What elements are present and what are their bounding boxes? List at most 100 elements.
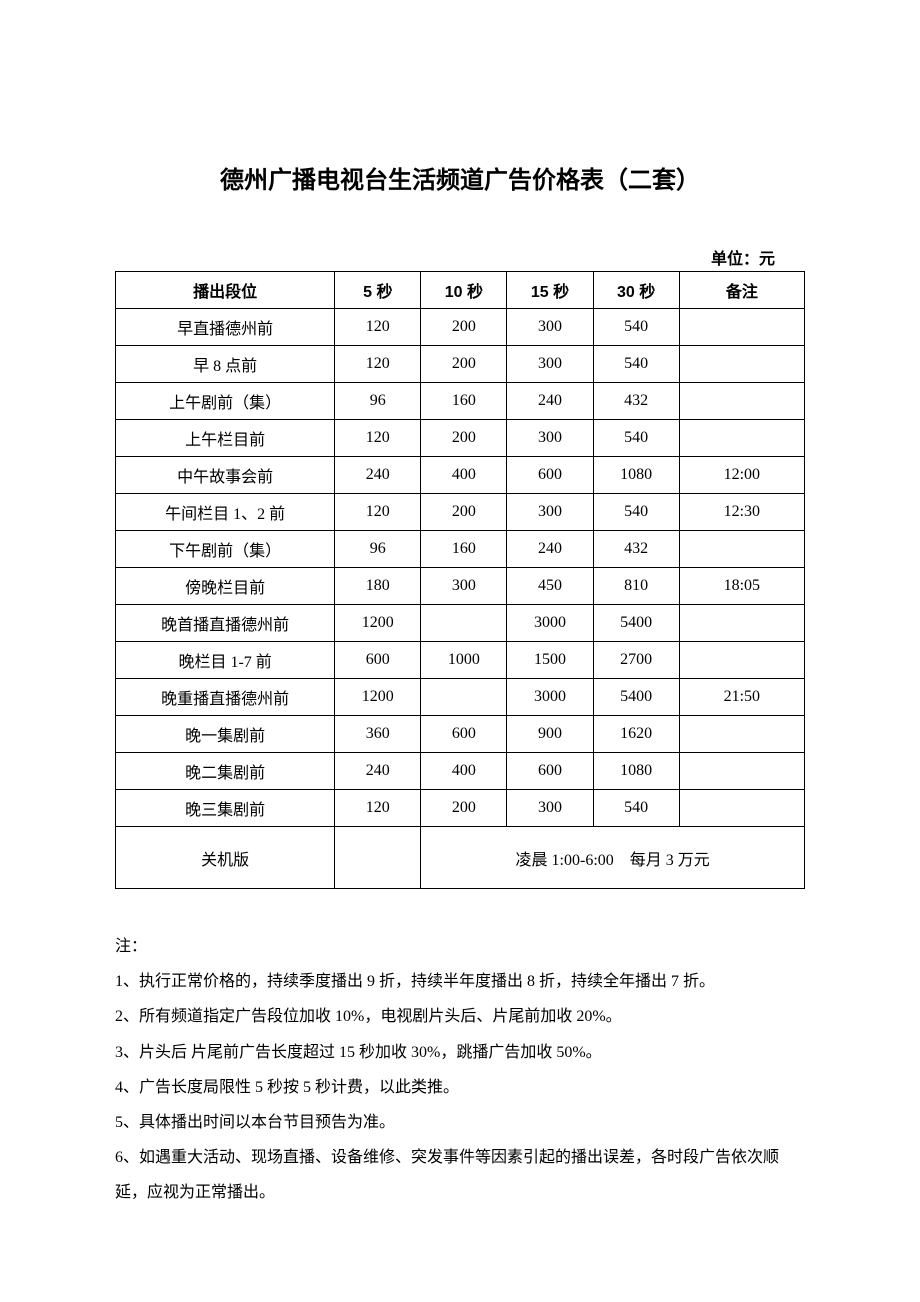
table-cell: 晚首播直播德州前 — [116, 605, 335, 642]
table-cell-merged: 凌晨 1:00-6:00 每月 3 万元 — [421, 827, 805, 889]
table-cell: 600 — [421, 716, 507, 753]
table-cell: 810 — [593, 568, 679, 605]
table-cell: 3000 — [507, 605, 593, 642]
table-cell: 1080 — [593, 457, 679, 494]
table-row: 晚首播直播德州前120030005400 — [116, 605, 805, 642]
table-cell: 晚栏目 1-7 前 — [116, 642, 335, 679]
note-item: 3、片头后 片尾前广告长度超过 15 秒加收 30%，跳播广告加收 50%。 — [115, 1035, 805, 1070]
table-cell: 1200 — [335, 605, 421, 642]
table-row: 中午故事会前240400600108012:00 — [116, 457, 805, 494]
table-cell: 下午剧前（集） — [116, 531, 335, 568]
table-cell: 120 — [335, 346, 421, 383]
table-cell: 21:50 — [679, 679, 804, 716]
unit-label: 单位：元 — [115, 245, 805, 269]
table-cell: 160 — [421, 531, 507, 568]
table-row: 晚重播直播德州前12003000540021:50 — [116, 679, 805, 716]
table-cell: 300 — [421, 568, 507, 605]
table-cell — [679, 790, 804, 827]
table-cell: 200 — [421, 494, 507, 531]
note-item: 4、广告长度局限性 5 秒按 5 秒计费，以此类推。 — [115, 1070, 805, 1105]
table-cell: 120 — [335, 309, 421, 346]
table-cell: 2700 — [593, 642, 679, 679]
table-cell: 300 — [507, 790, 593, 827]
table-row: 早直播德州前120200300540 — [116, 309, 805, 346]
table-cell: 200 — [421, 346, 507, 383]
col-header: 30 秒 — [593, 272, 679, 309]
table-cell: 96 — [335, 531, 421, 568]
table-cell: 120 — [335, 790, 421, 827]
page-title: 德州广播电视台生活频道广告价格表（二套） — [115, 160, 805, 195]
table-cell — [679, 642, 804, 679]
table-cell: 中午故事会前 — [116, 457, 335, 494]
table-cell: 600 — [507, 457, 593, 494]
table-cell: 12:00 — [679, 457, 804, 494]
table-cell: 上午栏目前 — [116, 420, 335, 457]
table-cell: 120 — [335, 420, 421, 457]
table-cell: 600 — [335, 642, 421, 679]
col-header: 10 秒 — [421, 272, 507, 309]
table-cell — [335, 827, 421, 889]
table-cell: 12:30 — [679, 494, 804, 531]
table-cell — [679, 383, 804, 420]
table-cell: 96 — [335, 383, 421, 420]
table-cell: 180 — [335, 568, 421, 605]
table-cell: 240 — [507, 531, 593, 568]
table-cell — [679, 420, 804, 457]
table-cell — [679, 346, 804, 383]
table-row: 晚二集剧前2404006001080 — [116, 753, 805, 790]
table-cell: 5400 — [593, 679, 679, 716]
table-cell: 300 — [507, 494, 593, 531]
table-cell: 240 — [507, 383, 593, 420]
note-item: 1、执行正常价格的，持续季度播出 9 折，持续半年度播出 8 折，持续全年播出 … — [115, 964, 805, 999]
table-cell: 晚重播直播德州前 — [116, 679, 335, 716]
table-cell: 1080 — [593, 753, 679, 790]
table-row: 关机版凌晨 1:00-6:00 每月 3 万元 — [116, 827, 805, 889]
table-cell — [679, 531, 804, 568]
table-cell — [421, 679, 507, 716]
table-row: 傍晚栏目前18030045081018:05 — [116, 568, 805, 605]
col-header: 播出段位 — [116, 272, 335, 309]
note-item: 5、具体播出时间以本台节目预告为准。 — [115, 1105, 805, 1140]
notes-section: 注： 1、执行正常价格的，持续季度播出 9 折，持续半年度播出 8 折，持续全年… — [115, 929, 805, 1211]
table-row: 上午剧前（集）96160240432 — [116, 383, 805, 420]
table-cell: 600 — [507, 753, 593, 790]
table-row: 下午剧前（集）96160240432 — [116, 531, 805, 568]
table-cell — [679, 309, 804, 346]
table-cell: 晚三集剧前 — [116, 790, 335, 827]
table-cell — [679, 753, 804, 790]
table-cell: 1200 — [335, 679, 421, 716]
table-cell: 1620 — [593, 716, 679, 753]
col-header: 5 秒 — [335, 272, 421, 309]
table-row: 午间栏目 1、2 前12020030054012:30 — [116, 494, 805, 531]
table-cell — [421, 605, 507, 642]
col-header: 15 秒 — [507, 272, 593, 309]
notes-heading: 注： — [115, 929, 805, 964]
table-cell: 早直播德州前 — [116, 309, 335, 346]
table-cell: 200 — [421, 309, 507, 346]
table-row: 晚三集剧前120200300540 — [116, 790, 805, 827]
table-cell: 400 — [421, 753, 507, 790]
table-row: 晚一集剧前3606009001620 — [116, 716, 805, 753]
table-cell: 240 — [335, 457, 421, 494]
table-row: 上午栏目前120200300540 — [116, 420, 805, 457]
table-cell: 300 — [507, 420, 593, 457]
table-cell: 傍晚栏目前 — [116, 568, 335, 605]
table-row: 晚栏目 1-7 前600100015002700 — [116, 642, 805, 679]
table-row: 早 8 点前120200300540 — [116, 346, 805, 383]
table-cell: 540 — [593, 790, 679, 827]
table-cell: 540 — [593, 346, 679, 383]
table-cell: 300 — [507, 309, 593, 346]
table-cell: 300 — [507, 346, 593, 383]
note-item: 2、所有频道指定广告段位加收 10%，电视剧片头后、片尾前加收 20%。 — [115, 999, 805, 1034]
table-cell — [679, 716, 804, 753]
table-cell: 晚二集剧前 — [116, 753, 335, 790]
table-cell: 1500 — [507, 642, 593, 679]
table-cell: 200 — [421, 790, 507, 827]
table-cell: 午间栏目 1、2 前 — [116, 494, 335, 531]
table-header-row: 播出段位 5 秒 10 秒 15 秒 30 秒 备注 — [116, 272, 805, 309]
table-cell: 120 — [335, 494, 421, 531]
table-cell: 450 — [507, 568, 593, 605]
table-cell: 240 — [335, 753, 421, 790]
col-header: 备注 — [679, 272, 804, 309]
table-cell: 540 — [593, 420, 679, 457]
